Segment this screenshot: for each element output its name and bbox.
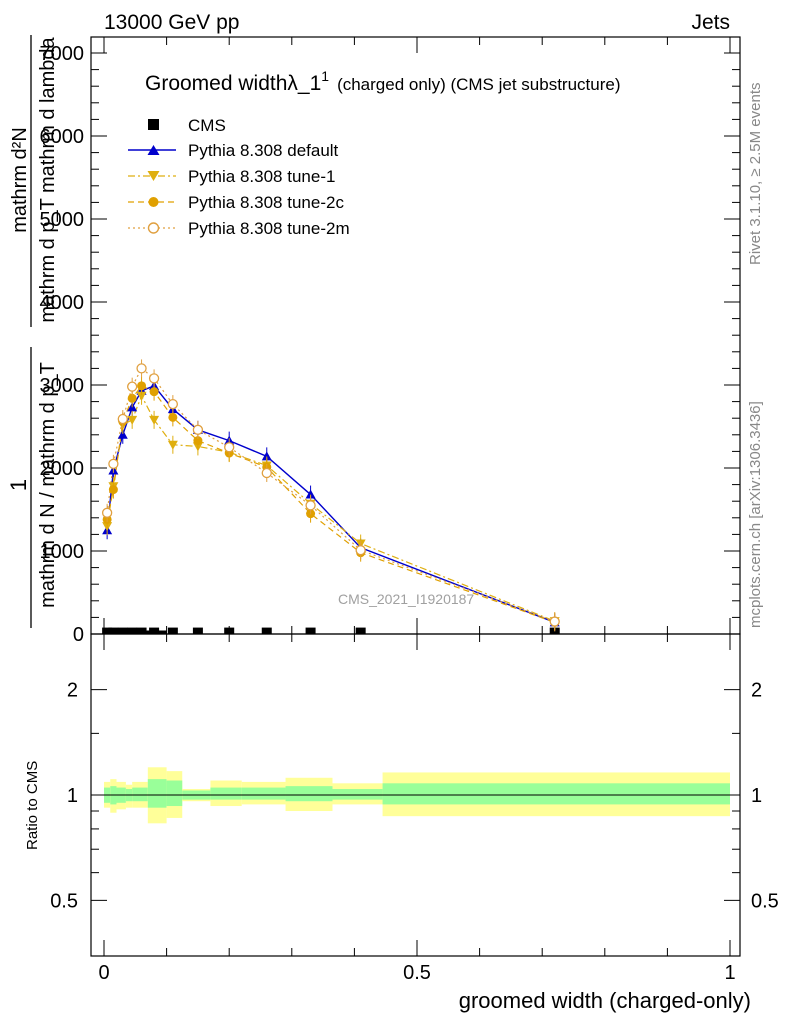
legend-label-tune2c: Pythia 8.308 tune-2c: [188, 193, 344, 212]
legend-label-tune2m: Pythia 8.308 tune-2m: [188, 219, 350, 238]
series-marker-open-circle: [136, 363, 147, 374]
main-ytick-label: 1000: [40, 541, 85, 563]
series-marker-triangle-down: [136, 391, 147, 401]
ratio-band-inner: [285, 786, 333, 802]
legend-entry-tune2c: Pythia 8.308 tune-2c: [128, 193, 344, 212]
ylabel-right-denominator: mathrm d p_T mathrm d lambda: [37, 36, 59, 322]
series-marker-open-circle: [117, 413, 128, 425]
ratio-ytick-label-left: 1: [67, 785, 78, 807]
legend-triangle-up-icon: [147, 145, 160, 155]
title-tail: (charged only) (CMS jet substructure): [337, 75, 620, 94]
series-marker-triangle-down: [149, 415, 160, 425]
rivet-version-label: Rivet 3.1.10, ≥ 2.5M events: [747, 83, 764, 266]
cms-data-point: [224, 627, 235, 634]
main-ytick-label: 2000: [40, 458, 85, 480]
ratio-band-inner: [241, 787, 286, 800]
series-marker-triangle-up: [305, 489, 316, 499]
ratio-band-inner: [382, 783, 730, 805]
legend-entry-tune2m: Pythia 8.308 tune-2m: [128, 219, 350, 238]
series-marker-circle: [193, 436, 203, 446]
series-marker-open-circle: [148, 373, 160, 384]
ratio-band-inner: [132, 787, 148, 802]
ylabel-right-numerator: mathrm d²N: [9, 127, 31, 233]
ratio-band-inner: [210, 787, 242, 800]
cms-data-point: [305, 627, 316, 634]
main-ytick-label: 5000: [40, 209, 85, 231]
ratio-bands: [104, 767, 730, 824]
ratio-xtick-label: 0.5: [403, 962, 431, 984]
ratio-ytick-label-left: 0.5: [50, 890, 78, 912]
mcplots-label: mcplots.cern.ch [arXiv:1306.3436]: [747, 401, 764, 628]
cms-data-point: [192, 627, 203, 634]
series-marker-open-circle: [192, 424, 204, 435]
series-marker-circle: [127, 393, 137, 403]
ratio-ticks: 0.5 0.5 1 1 2 2 0 0.5 1: [50, 634, 779, 984]
header-left: 13000 GeV pp: [104, 11, 239, 34]
cms-data-point: [261, 627, 272, 634]
ratio-ytick-label-right: 2: [751, 680, 762, 702]
series-marker-open-circle: [549, 616, 560, 627]
series-marker-triangle-down: [167, 440, 178, 450]
series-marker-open-circle: [127, 381, 138, 392]
legend-entry-tune1: Pythia 8.308 tune-1: [128, 167, 335, 186]
legend-marker-cms: [148, 119, 159, 130]
main-ytick-label: 3000: [40, 375, 85, 397]
main-ticks: 0 1000 2000 3000 4000 5000 6000 7000: [40, 37, 740, 646]
series-marker-open-circle: [355, 545, 366, 556]
series-marker-circle: [137, 381, 147, 391]
title-sup: 1: [321, 68, 329, 84]
series-marker-open-circle: [305, 500, 316, 511]
main-ytick-label: 0: [73, 624, 84, 646]
series-marker-circle: [168, 412, 178, 422]
series-marker-circle: [108, 485, 118, 495]
ratio-xtick-label: 0: [98, 962, 109, 984]
legend-entry-cms: CMS: [148, 116, 226, 135]
ratio-band-inner: [166, 780, 183, 807]
ratio-xlabel: groomed width (charged-only): [459, 988, 751, 1013]
series-marker-open-circle: [224, 442, 235, 453]
analysis-watermark: CMS_2021_I1920187: [338, 591, 474, 607]
ylabel-denominator: mathrm d N / mathrm d p_T: [37, 362, 59, 608]
series-marker-open-circle: [108, 458, 119, 470]
ratio-ytick-label-right: 1: [751, 785, 762, 807]
ratio-xtick-label: 1: [724, 962, 735, 984]
main-ytick-label: 7000: [40, 43, 85, 65]
title-main: Groomed width: [145, 72, 287, 95]
cms-data-point: [167, 627, 178, 634]
header-right: Jets: [691, 11, 730, 34]
ratio-ytick-label-left: 2: [67, 680, 78, 702]
legend-entry-default: Pythia 8.308 default: [128, 141, 339, 160]
cms-data-point: [355, 627, 366, 634]
legend-marker-tune2c: [148, 197, 159, 207]
ylabel-numerator: 1: [6, 479, 31, 491]
ratio-ylabel: Ratio to CMS: [24, 761, 41, 850]
ratio-band-inner: [332, 789, 383, 800]
series-marker-circle: [149, 387, 159, 397]
legend-triangle-down-icon: [147, 171, 160, 181]
legend-label-cms: CMS: [188, 116, 226, 135]
series-marker-triangle-up: [261, 451, 272, 461]
series-marker-triangle-up: [117, 429, 128, 439]
series-marker-open-circle: [261, 467, 272, 479]
legend: CMS Pythia 8.308 default Pythia 8.308 tu…: [128, 116, 350, 238]
series-line-triangle-down: [106, 394, 555, 622]
main-ytick-label: 4000: [40, 292, 85, 314]
series-marker-open-circle: [167, 398, 179, 410]
plot-title: Groomed widthλ_11 (charged only) (CMS jet…: [145, 68, 621, 95]
main-ylabel: 1 mathrm d N / mathrm d p_T mathrm d²N m…: [6, 35, 59, 628]
main-ytick-label: 6000: [40, 126, 85, 148]
main-series-markers: [101, 359, 560, 632]
legend-label-default: Pythia 8.308 default: [188, 141, 339, 160]
series-marker-open-circle: [101, 507, 113, 518]
legend-label-tune1: Pythia 8.308 tune-1: [188, 167, 335, 186]
main-data-bars: [102, 627, 560, 634]
ratio-band-inner: [147, 779, 167, 808]
legend-marker-tune2m: [147, 222, 160, 234]
title-lambda: λ_1: [287, 72, 321, 95]
ratio-ytick-label-right: 0.5: [751, 890, 779, 912]
series-marker-triangle-down: [127, 415, 138, 425]
